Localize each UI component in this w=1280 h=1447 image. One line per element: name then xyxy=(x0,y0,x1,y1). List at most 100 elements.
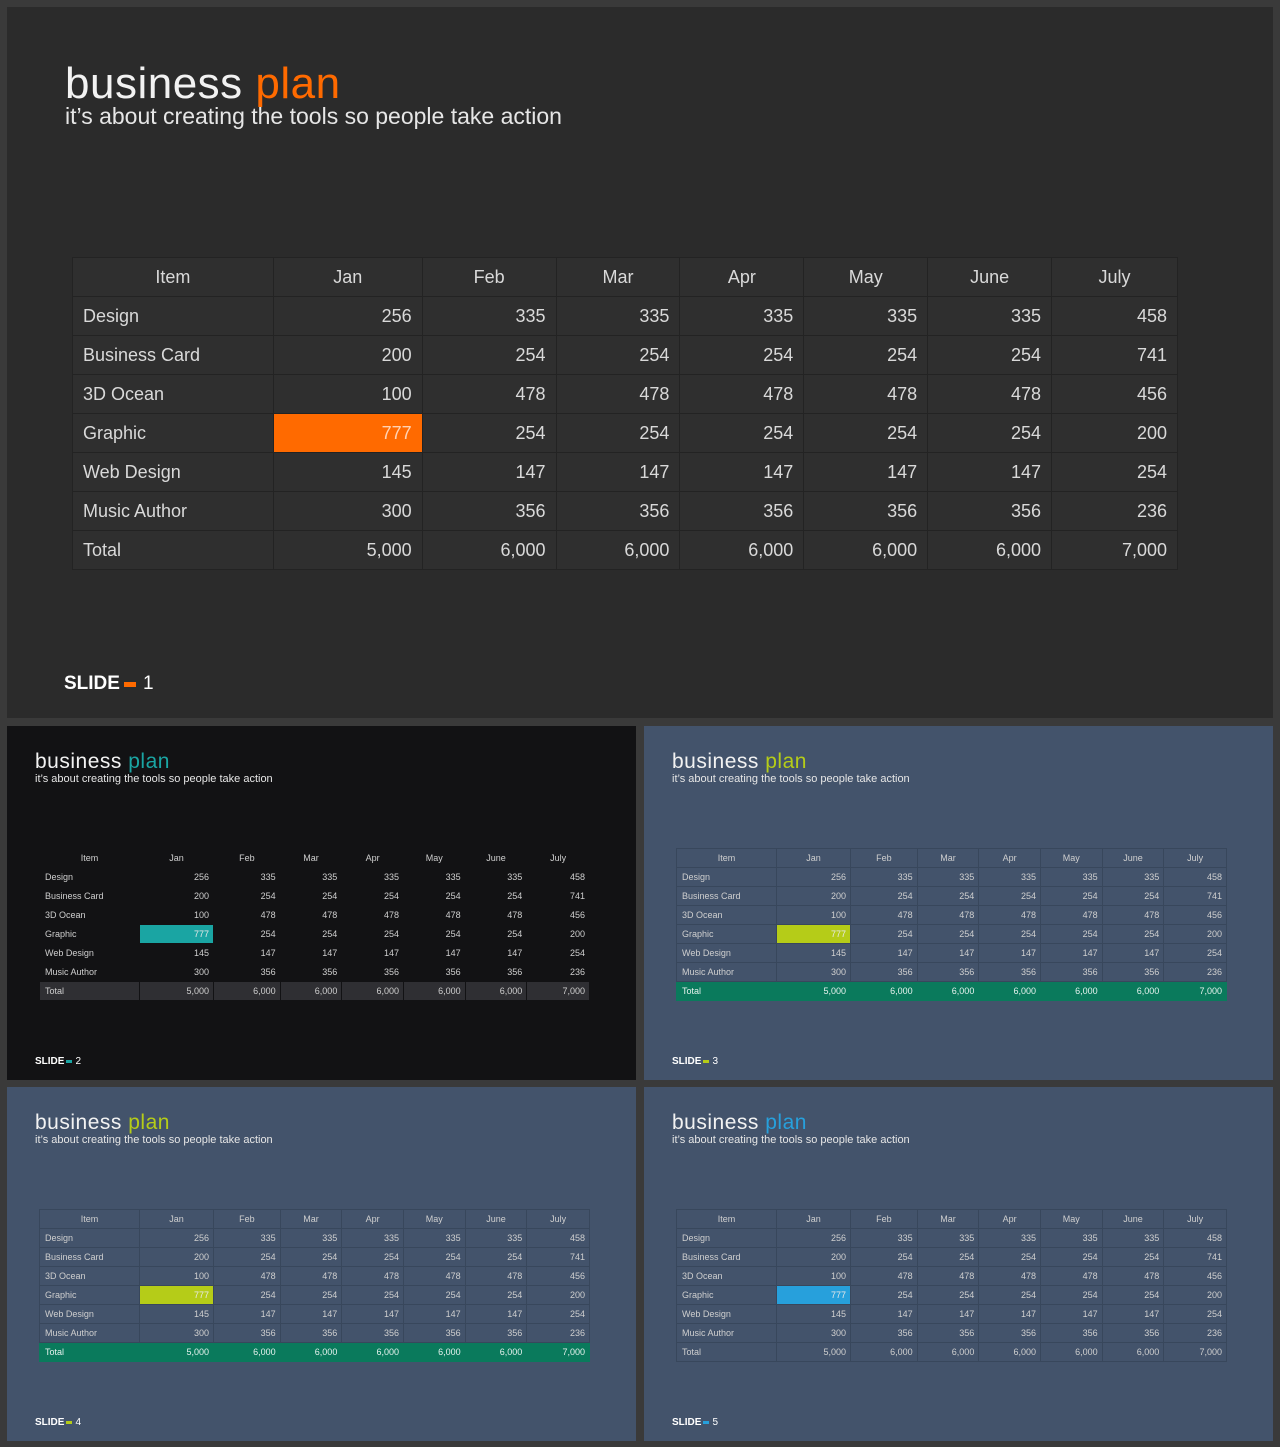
column-header: Jan xyxy=(775,848,852,868)
table-cell: 335 xyxy=(1101,1228,1165,1248)
column-header: Item xyxy=(676,1209,777,1229)
column-header: Jan xyxy=(138,848,215,868)
table-cell: 254 xyxy=(1163,943,1227,963)
slide-number: 4 xyxy=(75,1417,82,1428)
row-label: 3D Ocean xyxy=(39,905,140,925)
slide-4-thumbnail[interactable]: business plan it’s about creating the too… xyxy=(7,1087,636,1441)
table-cell: 100 xyxy=(775,905,852,925)
row-label: Business Card xyxy=(72,335,274,375)
table-row: Music Author 300 356 356 356 356 356 236 xyxy=(39,1323,590,1343)
slide-number-footer: SLIDE 3 xyxy=(672,1056,718,1067)
column-header: June xyxy=(464,848,528,868)
table-cell: 6,000 xyxy=(464,981,528,1001)
table-cell: 254 xyxy=(421,413,557,453)
table-cell: 335 xyxy=(279,1228,343,1248)
business-plan-table: Item Jan Feb Mar Apr May June July Design 256 335 3… xyxy=(72,257,1178,570)
slide-3-thumbnail[interactable]: business plan it’s about creating the too… xyxy=(644,726,1273,1080)
table-cell: 356 xyxy=(341,962,404,982)
table-cell: 356 xyxy=(464,1323,528,1343)
table-cell: 236 xyxy=(1051,491,1178,531)
row-label: Graphic xyxy=(39,924,140,944)
table-cell: 254 xyxy=(402,924,466,944)
highlighted-cell: 777 xyxy=(272,413,423,453)
table-row: Music Author 300 356 356 356 356 356 236 xyxy=(676,1323,1227,1343)
column-header: Feb xyxy=(850,1209,918,1229)
table-cell: 147 xyxy=(1101,1304,1165,1324)
table-cell: 145 xyxy=(138,943,215,963)
row-label: Graphic xyxy=(676,924,777,944)
table-cell: 236 xyxy=(1163,1323,1227,1343)
table-cell: 356 xyxy=(1039,962,1103,982)
table-cell: 200 xyxy=(775,886,852,906)
table-cell: 5,000 xyxy=(138,1342,215,1362)
table-cell: 254 xyxy=(1101,924,1165,944)
table-cell: 254 xyxy=(1101,1247,1165,1267)
table-cell: 300 xyxy=(138,1323,215,1343)
table-cell: 458 xyxy=(1163,867,1227,887)
table-cell: 147 xyxy=(927,452,1053,492)
slide-number-footer: SLIDE 1 xyxy=(64,673,154,695)
highlighted-cell: 777 xyxy=(138,1285,215,1305)
table-cell: 254 xyxy=(213,924,281,944)
table-cell: 254 xyxy=(213,886,281,906)
table-row: 3D Ocean 100 478 478 478 478 478 456 xyxy=(72,374,1178,414)
table-cell: 254 xyxy=(916,886,980,906)
table-cell: 335 xyxy=(1039,867,1103,887)
row-label: Total xyxy=(72,530,274,570)
row-label: Web Design xyxy=(676,1304,777,1324)
table-cell: 478 xyxy=(341,1266,404,1286)
table-cell: 335 xyxy=(341,867,404,887)
column-header: May xyxy=(402,1209,466,1229)
slide-number: 5 xyxy=(712,1417,719,1428)
table-cell: 7,000 xyxy=(1051,530,1178,570)
table-cell: 147 xyxy=(1039,1304,1103,1324)
slide-1[interactable]: business plan it’s about creating the too… xyxy=(7,7,1273,718)
title-accent-word: plan xyxy=(765,750,807,773)
column-header: Item xyxy=(72,257,274,297)
table-cell: 335 xyxy=(978,1228,1041,1248)
table-cell: 478 xyxy=(279,1266,343,1286)
table-cell: 147 xyxy=(978,1304,1041,1324)
column-header: Apr xyxy=(978,1209,1041,1229)
table-cell: 335 xyxy=(555,296,681,336)
row-label: Music Author xyxy=(39,1323,140,1343)
table-cell: 478 xyxy=(916,905,980,925)
title-accent-word: plan xyxy=(765,1111,807,1134)
table-cell: 335 xyxy=(978,867,1041,887)
table-cell: 356 xyxy=(927,491,1053,531)
table-cell: 254 xyxy=(555,413,681,453)
table-cell: 741 xyxy=(1163,1247,1227,1267)
accent-dash xyxy=(66,1421,73,1424)
table-row: Web Design 145 147 147 147 147 147 254 xyxy=(39,1304,590,1324)
slide-5-thumbnail[interactable]: business plan it’s about creating the too… xyxy=(644,1087,1273,1441)
slide-title: business plan xyxy=(35,750,170,774)
column-header: Mar xyxy=(279,848,343,868)
table-cell: 254 xyxy=(279,1285,343,1305)
table-cell: 256 xyxy=(272,296,423,336)
row-label: Graphic xyxy=(39,1285,140,1305)
table-cell: 254 xyxy=(1051,452,1178,492)
table-cell: 356 xyxy=(978,962,1041,982)
column-header: June xyxy=(1101,1209,1165,1229)
slide-number-footer: SLIDE 4 xyxy=(35,1417,81,1428)
row-label: Design xyxy=(39,867,140,887)
table-cell: 147 xyxy=(916,1304,980,1324)
table-cell: 458 xyxy=(526,867,590,887)
table-cell: 6,000 xyxy=(421,530,557,570)
slide-number: 2 xyxy=(75,1056,82,1067)
row-label: Total xyxy=(39,981,140,1001)
table-cell: 741 xyxy=(526,1247,590,1267)
table-cell: 254 xyxy=(978,924,1041,944)
table-cell: 356 xyxy=(916,1323,980,1343)
table-cell: 478 xyxy=(916,1266,980,1286)
table-cell: 145 xyxy=(138,1304,215,1324)
table-cell: 200 xyxy=(138,1247,215,1267)
row-label: Music Author xyxy=(39,962,140,982)
table-row: Web Design 145 147 147 147 147 147 254 xyxy=(72,452,1178,492)
table-cell: 6,000 xyxy=(850,1342,918,1362)
table-cell: 147 xyxy=(279,1304,343,1324)
table-cell: 6,000 xyxy=(213,1342,281,1362)
table-cell: 356 xyxy=(978,1323,1041,1343)
table-cell: 356 xyxy=(1039,1323,1103,1343)
slide-2-thumbnail[interactable]: business plan it’s about creating the too… xyxy=(7,726,636,1080)
